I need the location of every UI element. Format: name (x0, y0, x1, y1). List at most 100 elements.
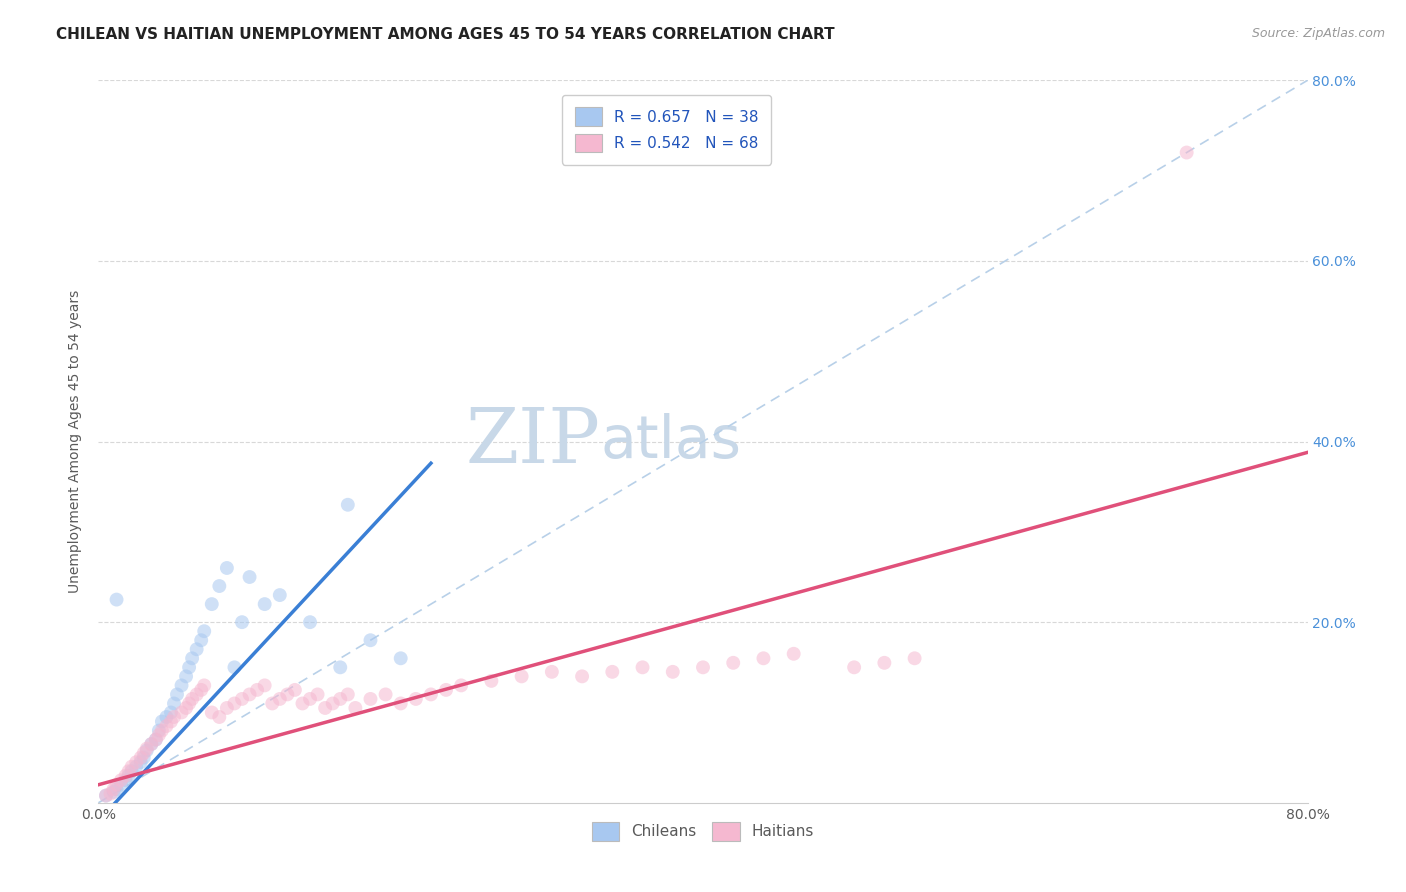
Point (276, 687, 298, 701)
Point (307, 687, 329, 701)
Point (118, 769, 141, 783)
Point (269, 692, 291, 706)
Point (246, 682, 269, 697)
Point (129, 755, 152, 769)
Point (160, 706, 183, 720)
Point (631, 660, 654, 674)
Point (132, 746, 155, 760)
Point (239, 687, 262, 701)
Point (314, 701, 336, 715)
Point (752, 651, 775, 665)
Point (125, 755, 148, 769)
Point (481, 673, 503, 688)
Point (150, 723, 173, 738)
Point (141, 737, 163, 751)
Point (299, 692, 322, 706)
Point (132, 750, 155, 764)
Point (193, 678, 215, 692)
Point (844, 660, 866, 674)
Point (163, 697, 186, 711)
Point (262, 697, 284, 711)
Point (103, 785, 125, 799)
Point (540, 665, 562, 679)
Point (434, 682, 457, 697)
Point (231, 692, 253, 706)
Point (94, 789, 117, 803)
Point (129, 750, 152, 764)
Point (170, 678, 193, 692)
Point (389, 697, 412, 711)
Text: Source: ZipAtlas.com: Source: ZipAtlas.com (1251, 27, 1385, 40)
Point (114, 769, 136, 783)
Point (174, 669, 197, 683)
Point (253, 597, 276, 611)
Point (163, 710, 186, 724)
Text: atlas: atlas (600, 413, 741, 470)
Point (181, 651, 204, 665)
Point (224, 660, 246, 674)
Text: ZIP: ZIP (465, 405, 600, 478)
Point (150, 714, 173, 729)
Point (110, 778, 132, 792)
Point (1175, 145, 1198, 160)
Point (329, 692, 352, 706)
Point (201, 706, 224, 720)
Point (105, 782, 128, 797)
Point (179, 697, 201, 711)
Point (360, 692, 382, 706)
Text: CHILEAN VS HAITIAN UNEMPLOYMENT AMONG AGES 45 TO 54 YEARS CORRELATION CHART: CHILEAN VS HAITIAN UNEMPLOYMENT AMONG AG… (56, 27, 835, 42)
Point (239, 570, 262, 584)
Point (141, 737, 163, 751)
Point (299, 615, 322, 630)
Point (783, 647, 806, 661)
Point (148, 723, 170, 738)
Point (110, 773, 132, 788)
Legend: Chileans, Haitians: Chileans, Haitians (579, 810, 827, 853)
Point (253, 678, 276, 692)
Point (692, 660, 714, 674)
Point (179, 660, 201, 674)
Point (186, 687, 208, 701)
Point (208, 579, 231, 593)
Point (336, 498, 359, 512)
Point (904, 651, 927, 665)
Point (329, 660, 352, 674)
Point (405, 692, 427, 706)
Point (336, 687, 359, 701)
Point (193, 624, 215, 639)
Point (374, 687, 396, 701)
Point (155, 710, 177, 724)
Point (510, 669, 533, 683)
Point (269, 588, 291, 602)
Point (100, 787, 122, 801)
Point (661, 665, 683, 679)
Point (148, 728, 170, 742)
Point (170, 706, 193, 720)
Point (231, 615, 253, 630)
Point (145, 732, 167, 747)
Point (135, 743, 157, 757)
Point (215, 561, 238, 575)
Point (118, 764, 141, 779)
Point (174, 701, 197, 715)
Point (135, 741, 157, 756)
Point (190, 633, 212, 648)
Y-axis label: Unemployment Among Ages 45 to 54 years: Unemployment Among Ages 45 to 54 years (69, 290, 83, 593)
Point (344, 701, 367, 715)
Point (450, 678, 472, 692)
Point (224, 697, 246, 711)
Point (723, 656, 745, 670)
Point (215, 701, 238, 715)
Point (114, 773, 136, 788)
Point (125, 760, 148, 774)
Point (160, 714, 183, 729)
Point (121, 764, 143, 779)
Point (186, 642, 208, 657)
Point (121, 760, 143, 774)
Point (94, 789, 117, 803)
Point (420, 687, 443, 701)
Point (322, 697, 344, 711)
Point (360, 633, 382, 648)
Point (571, 669, 593, 683)
Point (201, 597, 224, 611)
